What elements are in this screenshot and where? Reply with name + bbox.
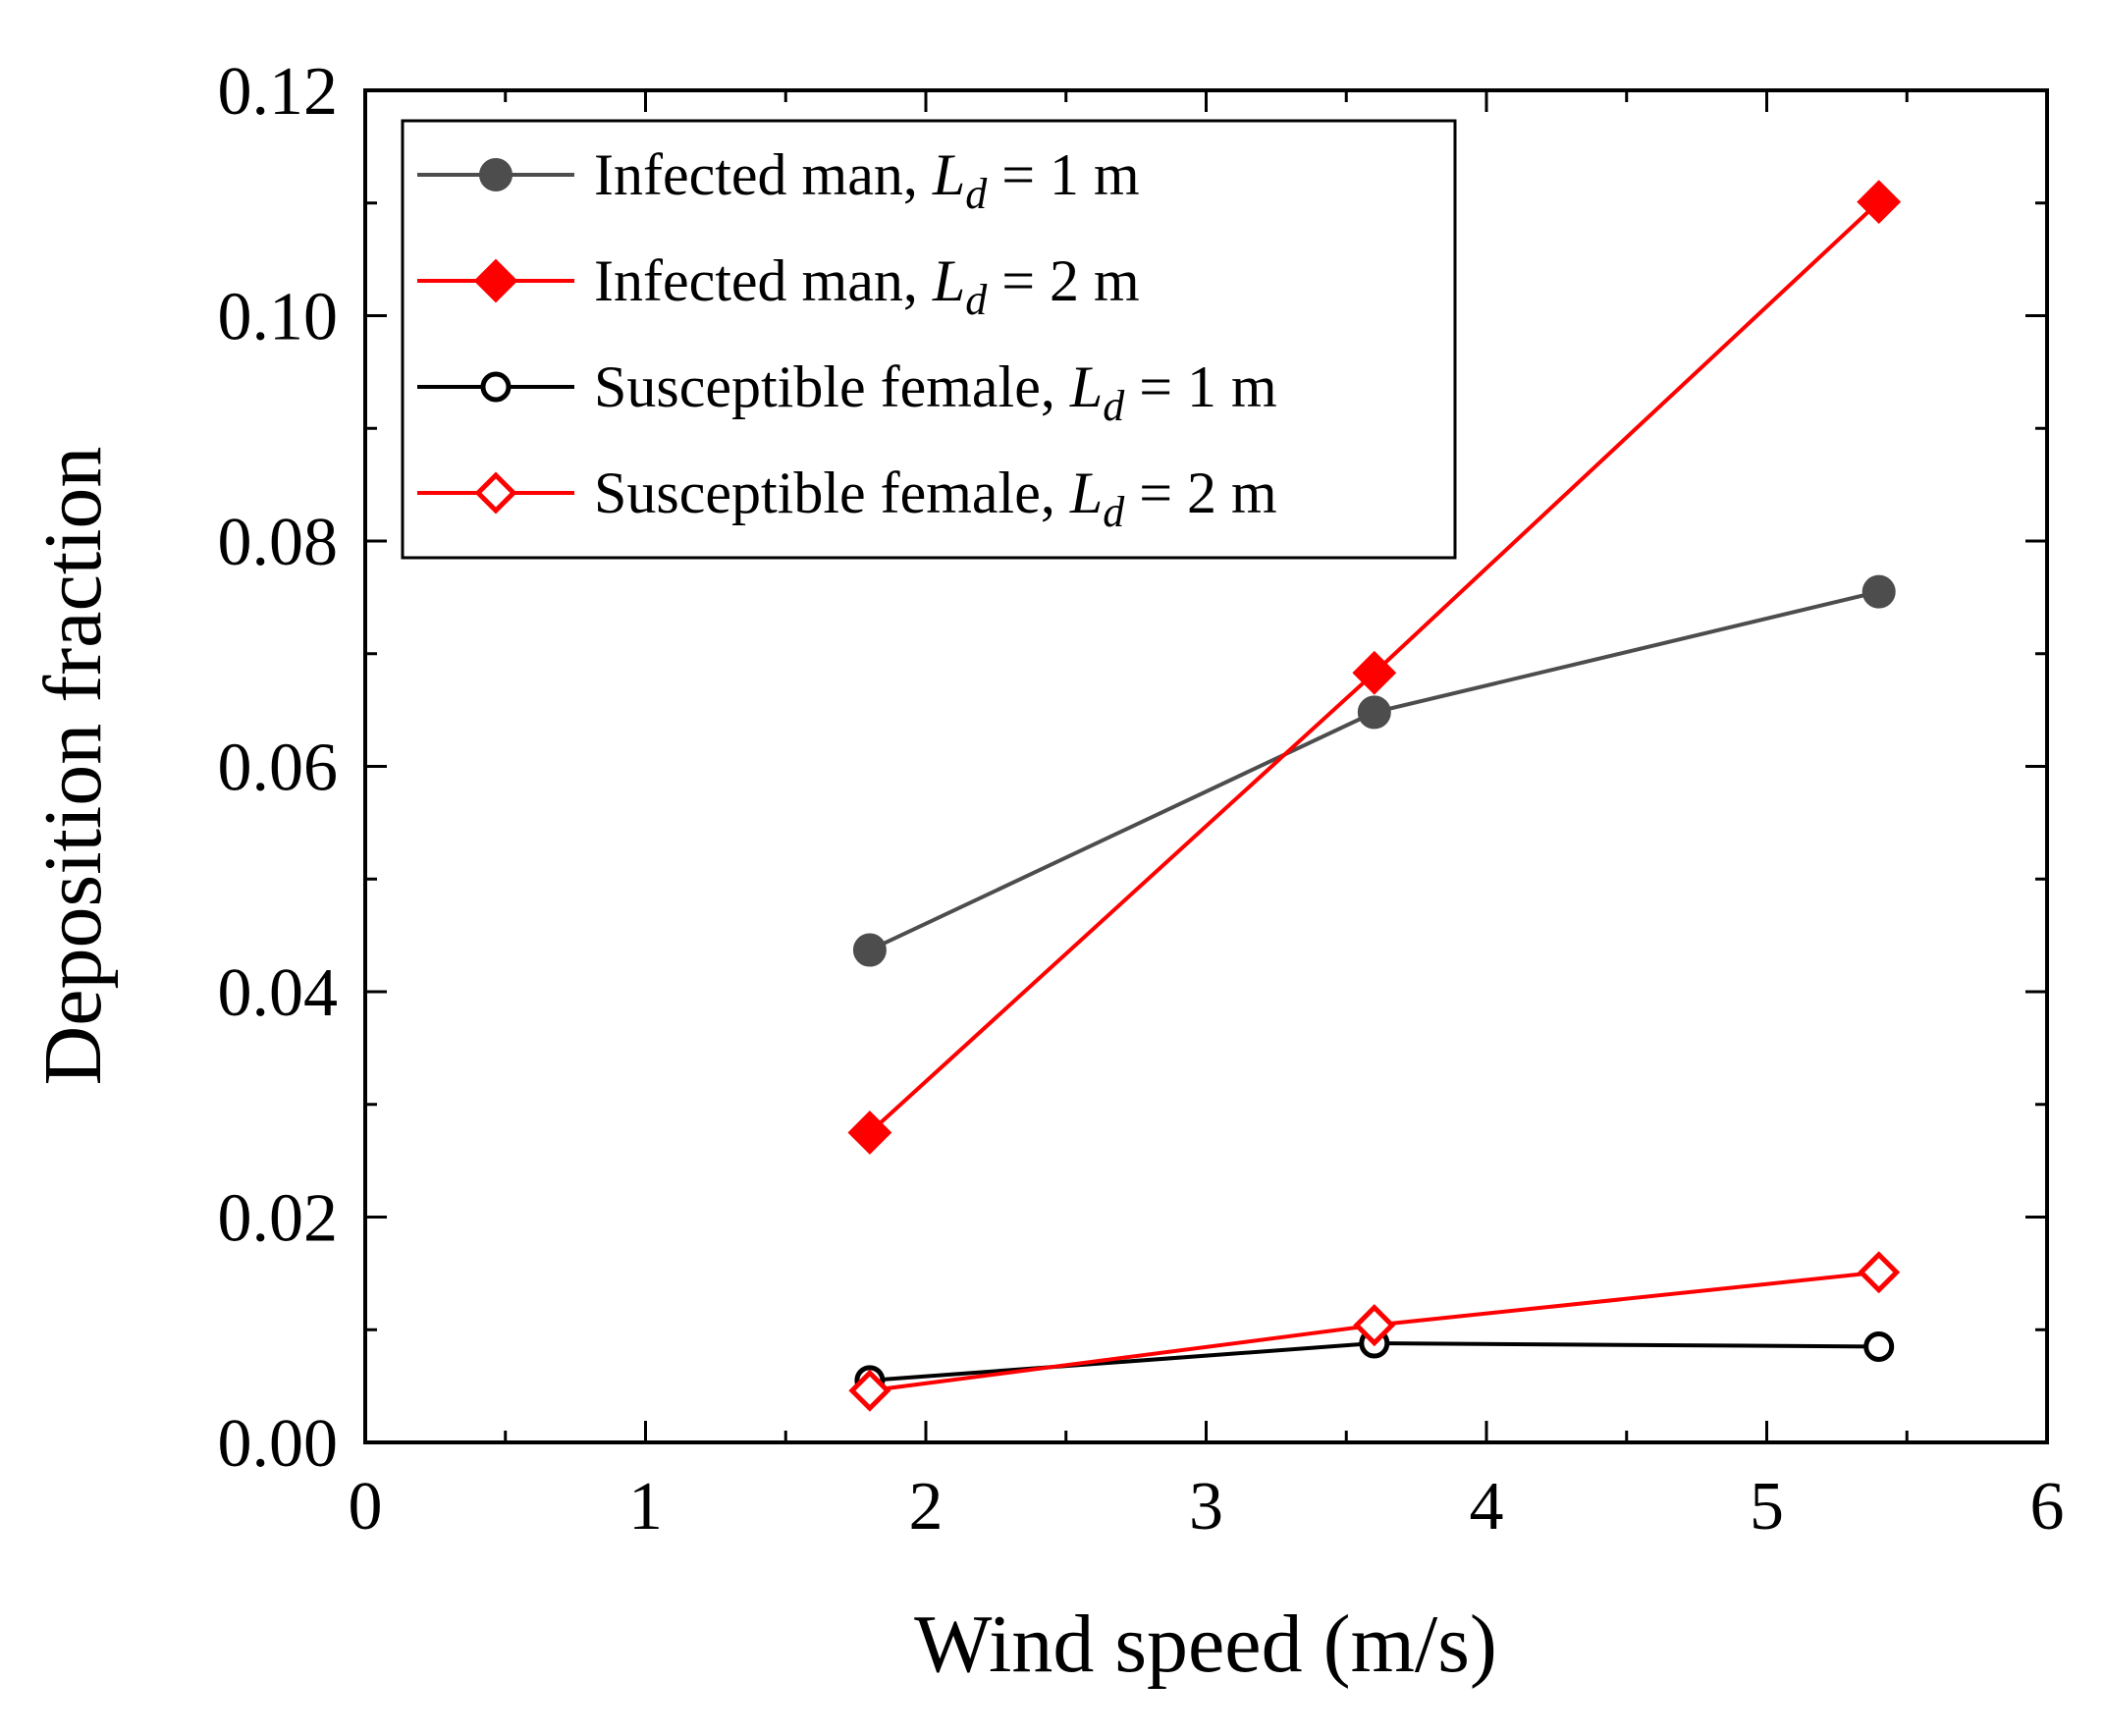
- legend: Infected man, Ld = 1 m Infected man, Ld =…: [401, 119, 1457, 560]
- legend-entry: Susceptible female, Ld = 2 m: [417, 461, 1277, 536]
- y-tick-label: 0.04: [218, 955, 339, 1031]
- x-axis-title: Wind speed (m/s): [914, 1599, 1497, 1690]
- legend-box: [401, 119, 1457, 560]
- data-point: [1353, 1304, 1396, 1347]
- data-point: [1857, 180, 1902, 225]
- x-tick-label: 0: [349, 1469, 383, 1545]
- series-4-markers: [848, 1251, 1901, 1412]
- legend-marker: [473, 258, 518, 303]
- data-point: [1861, 574, 1896, 609]
- data-point: [847, 1111, 892, 1155]
- x-tick-label: 5: [1750, 1469, 1784, 1545]
- x-tick-label: 6: [2030, 1469, 2065, 1545]
- data-point: [1858, 1251, 1901, 1294]
- y-tick-label: 0.08: [218, 505, 339, 580]
- legend-marker: [480, 371, 512, 403]
- legend-label: Infected man, Ld = 2 m: [594, 248, 1140, 324]
- axis-ticks: 0 1 2 3 4 5 6 0.00 0.02 0.04 0.06 0.08 0.10 0.12: [218, 54, 2065, 1545]
- legend-entry: Infected man, Ld = 1 m: [417, 142, 1140, 218]
- y-tick-label: 0.00: [218, 1406, 339, 1482]
- y-tick-label: 0.10: [218, 280, 339, 355]
- x-tick-label: 3: [1189, 1469, 1223, 1545]
- legend-entry: Susceptible female, Ld = 1 m: [417, 354, 1277, 430]
- legend-label: Susceptible female, Ld = 1 m: [594, 354, 1277, 430]
- y-axis-title: Deposition fraction: [27, 447, 119, 1086]
- x-tick-label: 2: [909, 1469, 944, 1545]
- legend-entry: Infected man, Ld = 2 m: [417, 248, 1140, 324]
- data-point: [1352, 650, 1397, 695]
- data-point: [848, 1369, 891, 1412]
- series-1-markers: [852, 574, 1896, 967]
- data-point: [852, 933, 887, 967]
- y-tick-label: 0.02: [218, 1181, 339, 1257]
- legend-marker: [479, 158, 513, 191]
- data-point: [1357, 695, 1391, 730]
- legend-marker: [474, 471, 517, 515]
- x-tick-label: 1: [628, 1469, 663, 1545]
- y-tick-label: 0.12: [218, 54, 339, 130]
- legend-label: Susceptible female, Ld = 2 m: [594, 461, 1277, 536]
- x-tick-label: 4: [1470, 1469, 1504, 1545]
- plot-area: [847, 180, 1902, 1412]
- data-point: [1863, 1330, 1895, 1362]
- series-2-markers: [847, 180, 1902, 1155]
- y-tick-label: 0.06: [218, 731, 339, 806]
- legend-label: Infected man, Ld = 1 m: [594, 142, 1140, 218]
